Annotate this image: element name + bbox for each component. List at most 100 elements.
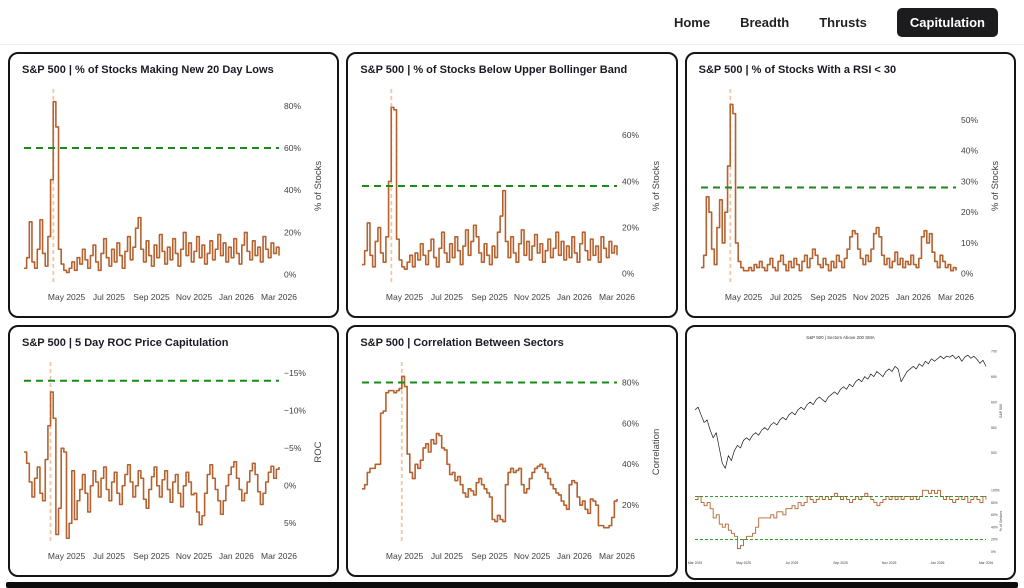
svg-text:Mar 2026: Mar 2026 bbox=[261, 292, 297, 302]
svg-text:% of Sectors: % of Sectors bbox=[999, 511, 1003, 532]
chart-title-below-upper-bollinger: S&P 500 | % of Stocks Below Upper Bollin… bbox=[360, 64, 628, 76]
svg-text:600: 600 bbox=[991, 400, 997, 404]
top-navigation: Home Breadth Thrusts Capitulation bbox=[0, 0, 1024, 45]
chart-new-20-day-lows[interactable]: 0% 20% 40% 60% 80% % of Stocks May 2025 Jul 202… bbox=[10, 79, 337, 309]
svg-text:Mar 2026: Mar 2026 bbox=[599, 292, 635, 302]
svg-text:40%: 40% bbox=[284, 185, 301, 195]
nav-home[interactable]: Home bbox=[673, 15, 711, 30]
svg-text:Sep 2025: Sep 2025 bbox=[472, 292, 509, 302]
svg-text:% of Stocks: % of Stocks bbox=[313, 161, 324, 211]
svg-text:40%: 40% bbox=[991, 525, 998, 529]
svg-text:May 2025: May 2025 bbox=[48, 292, 86, 302]
svg-text:ROC: ROC bbox=[313, 441, 324, 462]
svg-text:Jul 2025: Jul 2025 bbox=[431, 292, 463, 302]
svg-text:700: 700 bbox=[991, 349, 997, 353]
svg-text:20%: 20% bbox=[284, 227, 301, 237]
chart-title-roc-capitulation: S&P 500 | 5 Day ROC Price Capitulation bbox=[22, 337, 229, 349]
svg-text:Correlation: Correlation bbox=[651, 429, 662, 475]
svg-text:Sep 2025: Sep 2025 bbox=[833, 561, 848, 565]
svg-text:Jul 2025: Jul 2025 bbox=[770, 292, 802, 302]
svg-text:0%: 0% bbox=[284, 270, 297, 280]
svg-text:Sep 2025: Sep 2025 bbox=[810, 292, 847, 302]
svg-text:10%: 10% bbox=[961, 238, 978, 248]
chart-title-new-20-day-lows: S&P 500 | % of Stocks Making New 20 Day … bbox=[22, 64, 274, 76]
svg-text:Sep 2025: Sep 2025 bbox=[133, 551, 170, 561]
svg-text:May 2025: May 2025 bbox=[736, 561, 751, 565]
panel-roc-capitulation: S&P 500 | 5 Day ROC Price Capitulation −… bbox=[8, 325, 340, 577]
svg-text:Mar 2026: Mar 2026 bbox=[938, 292, 974, 302]
svg-text:500: 500 bbox=[991, 451, 997, 455]
svg-text:Nov 2025: Nov 2025 bbox=[514, 551, 551, 561]
svg-text:Nov 2025: Nov 2025 bbox=[514, 292, 551, 302]
svg-text:S&P 500 | Sectors Above 200 SM: S&P 500 | Sectors Above 200 SMA bbox=[806, 335, 874, 340]
svg-text:May 2025: May 2025 bbox=[386, 551, 424, 561]
svg-text:Sep 2025: Sep 2025 bbox=[472, 551, 509, 561]
svg-text:May 2025: May 2025 bbox=[386, 292, 424, 302]
nav-breadth[interactable]: Breadth bbox=[740, 15, 790, 30]
svg-text:May 2025: May 2025 bbox=[725, 292, 763, 302]
svg-text:80%: 80% bbox=[622, 377, 639, 387]
svg-text:Nov 2025: Nov 2025 bbox=[853, 292, 890, 302]
svg-text:Mar 2025: Mar 2025 bbox=[687, 561, 701, 565]
panel-below-upper-bollinger: S&P 500 | % of Stocks Below Upper Bollin… bbox=[346, 52, 678, 318]
panel-new-20-day-lows: S&P 500 | % of Stocks Making New 20 Day … bbox=[8, 52, 340, 318]
svg-text:−15%: −15% bbox=[284, 368, 306, 378]
svg-text:Jan 2026: Jan 2026 bbox=[219, 551, 254, 561]
svg-text:550: 550 bbox=[991, 426, 997, 430]
svg-text:80%: 80% bbox=[991, 501, 998, 505]
svg-text:−10%: −10% bbox=[284, 406, 306, 416]
svg-text:80%: 80% bbox=[284, 101, 301, 111]
panel-rsi-below-30: S&P 500 | % of Stocks With a RSI < 30 0%… bbox=[684, 52, 1016, 318]
mini-sp500-price-chart: 700 650 600 550 500 S&P 500 S&P 500 | Sectors … bbox=[687, 330, 1014, 480]
mini-sectors-above-200sma-chart: 100% 80% 60% 40% 20% 0% % of Sectors Mar 2025 Ma… bbox=[687, 480, 1014, 568]
svg-text:Sep 2025: Sep 2025 bbox=[133, 292, 170, 302]
panel-sector-correlation: S&P 500 | Correlation Between Sectors 20… bbox=[346, 325, 678, 577]
chart-below-upper-bollinger[interactable]: 0% 20% 40% 60% % of Stocks May 2025 Jul 2025 Se… bbox=[348, 79, 675, 309]
svg-text:−5%: −5% bbox=[284, 443, 302, 453]
svg-text:Jan 2026: Jan 2026 bbox=[930, 561, 944, 565]
svg-text:Jan 2026: Jan 2026 bbox=[896, 292, 931, 302]
svg-text:Nov 2025: Nov 2025 bbox=[176, 551, 213, 561]
svg-text:20%: 20% bbox=[991, 538, 998, 542]
next-panel-edge bbox=[6, 582, 1018, 588]
svg-text:May 2025: May 2025 bbox=[48, 551, 86, 561]
charts-row-2: S&P 500 | 5 Day ROC Price Capitulation −… bbox=[8, 325, 1016, 580]
svg-text:Jul 2025: Jul 2025 bbox=[93, 292, 125, 302]
svg-text:S&P 500: S&P 500 bbox=[999, 404, 1003, 418]
chart-sector-correlation[interactable]: 20% 40% 60% 80% Correlation May 2025 Jul 2025 S… bbox=[348, 352, 675, 568]
svg-text:0%: 0% bbox=[991, 550, 996, 554]
svg-text:Nov 2025: Nov 2025 bbox=[881, 561, 896, 565]
svg-text:0%: 0% bbox=[961, 269, 974, 279]
chart-roc-capitulation[interactable]: −15% −10% −5% 0% 5% ROC May 2025 Jul 2025 Sep 20… bbox=[10, 352, 337, 568]
svg-text:100%: 100% bbox=[991, 488, 1000, 492]
svg-text:30%: 30% bbox=[961, 176, 978, 186]
chart-title-rsi-below-30: S&P 500 | % of Stocks With a RSI < 30 bbox=[698, 64, 897, 76]
svg-text:Mar 2026: Mar 2026 bbox=[261, 551, 297, 561]
svg-text:Nov 2025: Nov 2025 bbox=[176, 292, 213, 302]
svg-text:60%: 60% bbox=[622, 418, 639, 428]
panel-sectors-above-200-sma: 700 650 600 550 500 S&P 500 S&P 500 | Sectors … bbox=[684, 325, 1016, 580]
svg-text:650: 650 bbox=[991, 375, 997, 379]
svg-text:Jul 2025: Jul 2025 bbox=[93, 551, 125, 561]
svg-text:40%: 40% bbox=[622, 176, 639, 186]
svg-text:Mar 2026: Mar 2026 bbox=[978, 561, 992, 565]
svg-text:60%: 60% bbox=[284, 143, 301, 153]
svg-text:0%: 0% bbox=[622, 269, 635, 279]
svg-text:20%: 20% bbox=[961, 207, 978, 217]
chart-rsi-below-30[interactable]: 0% 10% 20% 30% 40% 50% % of Stocks May 2025 Jul … bbox=[687, 79, 1014, 309]
svg-text:40%: 40% bbox=[622, 459, 639, 469]
svg-text:0%: 0% bbox=[284, 481, 297, 491]
svg-text:20%: 20% bbox=[622, 223, 639, 233]
svg-text:60%: 60% bbox=[622, 130, 639, 140]
svg-text:Mar 2026: Mar 2026 bbox=[599, 551, 635, 561]
chart-title-sector-correlation: S&P 500 | Correlation Between Sectors bbox=[360, 337, 564, 349]
svg-text:Jan 2026: Jan 2026 bbox=[219, 292, 254, 302]
svg-text:50%: 50% bbox=[961, 115, 978, 125]
svg-text:40%: 40% bbox=[961, 146, 978, 156]
nav-thrusts[interactable]: Thrusts bbox=[819, 15, 867, 30]
svg-text:5%: 5% bbox=[284, 518, 297, 528]
nav-capitulation[interactable]: Capitulation bbox=[896, 8, 998, 37]
svg-text:60%: 60% bbox=[991, 513, 998, 517]
svg-text:% of Stocks: % of Stocks bbox=[990, 161, 1001, 211]
svg-text:Jan 2026: Jan 2026 bbox=[557, 551, 592, 561]
